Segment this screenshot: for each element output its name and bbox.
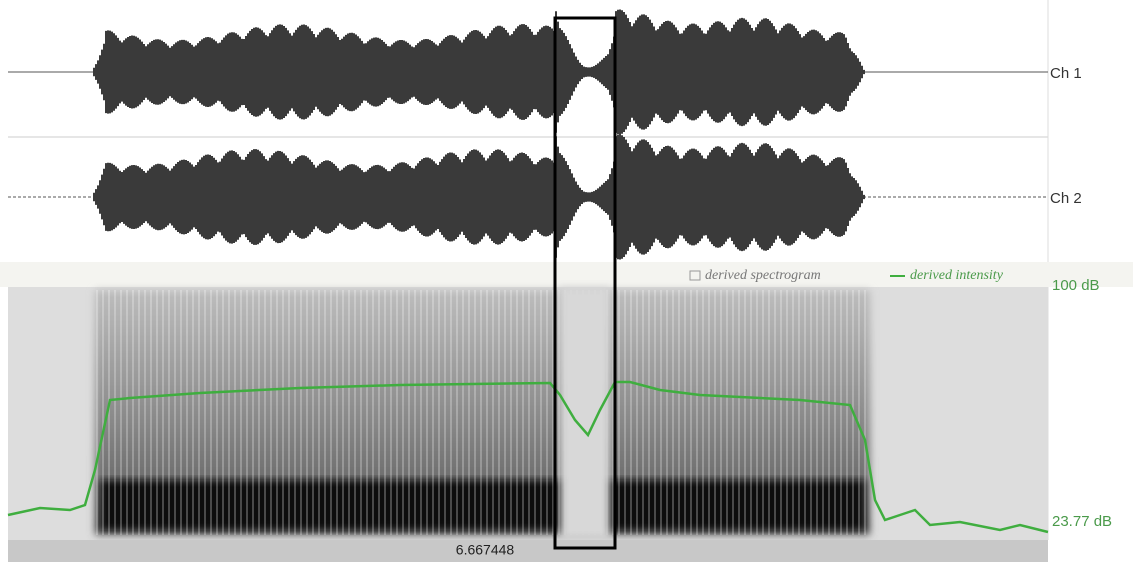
channel-label[interactable]: Ch 2 bbox=[1050, 190, 1082, 207]
spectrogram bbox=[8, 287, 1048, 540]
spectrogram-texture bbox=[95, 290, 870, 535]
selection-box bbox=[553, 16, 617, 550]
cursor-time: 6.667448 bbox=[456, 542, 515, 558]
waveforms bbox=[93, 9, 865, 260]
channel-label[interactable]: Ch 1 bbox=[1050, 65, 1082, 82]
time-bar bbox=[8, 540, 1048, 562]
waveform bbox=[93, 9, 865, 135]
intensity-bottom: 23.77 dB bbox=[1052, 513, 1112, 530]
legend-icon bbox=[689, 270, 701, 281]
legend-intensity: derived intensity bbox=[910, 268, 1004, 283]
waveform bbox=[93, 134, 865, 260]
intensity-top: 100 dB bbox=[1052, 277, 1100, 294]
legend-spectrogram: derived spectrogram bbox=[705, 268, 821, 283]
legend-strip bbox=[0, 262, 1133, 287]
spectrogram-gap bbox=[560, 287, 610, 540]
